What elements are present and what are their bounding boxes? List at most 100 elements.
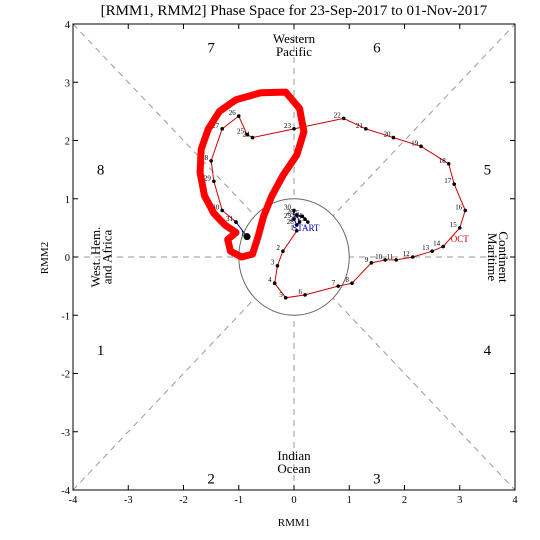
data-series: 2324252627282930123456789101112131415161… bbox=[201, 109, 469, 300]
data-point-label: 31 bbox=[226, 215, 234, 223]
data-point-label: 1 bbox=[290, 224, 294, 232]
phase-label-7: 7 bbox=[207, 40, 215, 56]
data-point-label: 30 bbox=[212, 203, 220, 211]
data-point bbox=[364, 127, 368, 131]
data-point-label: 19 bbox=[411, 139, 419, 147]
data-point bbox=[383, 258, 387, 262]
data-point-label: 17 bbox=[444, 177, 452, 185]
region-top-line1: Western bbox=[273, 31, 316, 46]
region-left-line1: West. Hem. bbox=[88, 227, 103, 288]
month-label-oct: OCT bbox=[451, 234, 470, 244]
data-point bbox=[245, 132, 249, 137]
region-bottom-line2: Ocean bbox=[277, 461, 311, 476]
x-tick-label: 4 bbox=[512, 495, 518, 506]
data-point-label: 3 bbox=[271, 259, 275, 267]
data-point bbox=[410, 255, 415, 259]
x-tick-label: 2 bbox=[402, 495, 407, 506]
data-point-label: 1 bbox=[241, 230, 245, 238]
data-point-label: 15 bbox=[450, 221, 458, 229]
data-point-label: 6 bbox=[299, 288, 303, 296]
data-point-label: 7 bbox=[332, 279, 336, 287]
region-bottom-line1: Indian bbox=[277, 448, 311, 463]
data-point-label: 29 bbox=[204, 174, 212, 182]
data-point bbox=[446, 162, 451, 166]
annotation-group bbox=[196, 88, 308, 261]
data-point-label: 26 bbox=[229, 109, 237, 117]
start-label: START bbox=[292, 223, 320, 233]
data-point-label: 10 bbox=[375, 253, 383, 261]
data-point-label: 9 bbox=[365, 256, 369, 264]
data-point-label: 2 bbox=[276, 244, 280, 252]
x-tick-label: -2 bbox=[179, 495, 188, 506]
x-tick-label: -1 bbox=[234, 495, 243, 506]
x-axis-label: RMM1 bbox=[278, 517, 310, 529]
data-point bbox=[336, 284, 341, 288]
data-point bbox=[463, 208, 468, 213]
data-point-label: 21 bbox=[356, 122, 364, 130]
data-point-label: 22 bbox=[334, 111, 342, 119]
data-point-label: 28 bbox=[201, 154, 209, 162]
data-point bbox=[292, 217, 296, 221]
data-point-label: 5 bbox=[279, 291, 283, 299]
x-tick-label: -4 bbox=[69, 495, 78, 506]
data-point bbox=[430, 249, 434, 253]
data-point bbox=[306, 220, 310, 224]
chart-title: [RMM1, RMM2] Phase Space for 23-Sep-2017… bbox=[101, 3, 488, 19]
x-tick-label: 0 bbox=[291, 495, 296, 506]
data-point bbox=[391, 135, 396, 140]
data-point bbox=[292, 208, 296, 213]
y-tick-label: 0 bbox=[65, 253, 70, 264]
end-marker bbox=[243, 233, 251, 241]
data-point bbox=[275, 263, 280, 268]
data-point bbox=[452, 182, 457, 186]
data-point bbox=[283, 295, 288, 300]
region-right-line1: Maritime bbox=[485, 233, 500, 282]
phase-label-8: 8 bbox=[97, 163, 105, 179]
data-point-label: 28 bbox=[287, 218, 295, 226]
region-left-line2: and Africa bbox=[99, 230, 114, 285]
annotation-loop bbox=[196, 88, 308, 261]
data-point bbox=[236, 114, 241, 118]
data-point bbox=[250, 135, 255, 140]
data-point-label: 4 bbox=[268, 276, 272, 284]
y-tick-label: -4 bbox=[61, 486, 70, 497]
data-point bbox=[281, 249, 285, 253]
data-point bbox=[294, 213, 299, 217]
x-tick-label: 3 bbox=[457, 495, 462, 506]
y-tick-label: -3 bbox=[61, 428, 70, 439]
data-point bbox=[220, 127, 224, 131]
region-top-line2: Pacific bbox=[276, 44, 312, 59]
data-point-label: 25 bbox=[237, 128, 245, 136]
data-point bbox=[419, 144, 423, 149]
phase-label-6: 6 bbox=[373, 40, 381, 56]
data-point-label: 30 bbox=[284, 203, 292, 211]
data-point-label: 8 bbox=[346, 276, 350, 284]
data-point-label: 11 bbox=[386, 253, 393, 261]
y-tick-label: 3 bbox=[65, 78, 70, 89]
data-point bbox=[300, 214, 305, 219]
data-point bbox=[294, 223, 299, 227]
y-tick-label: -2 bbox=[61, 370, 70, 381]
phase-label-3: 3 bbox=[373, 471, 381, 487]
y-tick-label: 2 bbox=[65, 137, 70, 148]
data-point bbox=[212, 179, 216, 184]
data-point-label: 16 bbox=[455, 203, 463, 211]
data-point bbox=[350, 281, 354, 286]
phase-label-5: 5 bbox=[484, 163, 492, 179]
data-point bbox=[294, 228, 299, 233]
data-point-label: 25 bbox=[292, 209, 300, 217]
y-tick-label: 1 bbox=[65, 195, 70, 206]
data-point-label: 23 bbox=[284, 122, 292, 130]
region-right-line2: Continent bbox=[496, 231, 511, 283]
data-point bbox=[234, 220, 238, 224]
data-point bbox=[272, 281, 277, 286]
data-point bbox=[303, 217, 307, 221]
data-point-label: 27 bbox=[212, 122, 220, 130]
data-point-label: 13 bbox=[422, 244, 430, 252]
data-point bbox=[297, 220, 302, 224]
y-tick-label: 4 bbox=[65, 20, 71, 31]
data-point bbox=[369, 261, 374, 265]
